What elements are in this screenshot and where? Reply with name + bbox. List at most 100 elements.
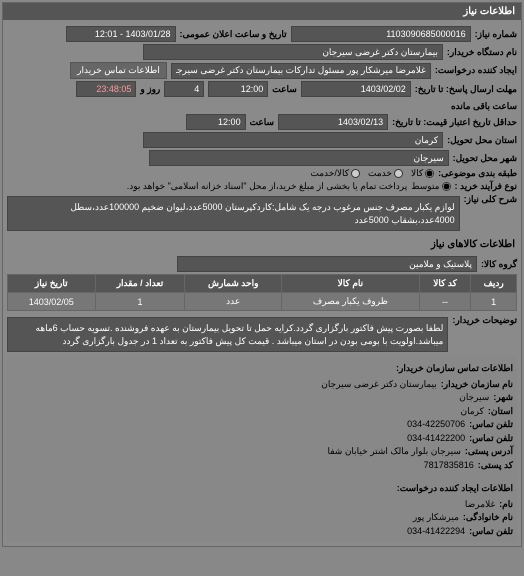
buyer-org-input[interactable] bbox=[143, 44, 443, 60]
desc-text: لوازم یکبار مصرف جنس مرغوب درجه یک شامل:… bbox=[7, 196, 460, 231]
topic-radio-group: کالا خدمت کالا/خدمت bbox=[310, 168, 434, 179]
th-name: نام کالا bbox=[282, 275, 420, 293]
contact-creator-block: اطلاعات ایجاد کننده درخواست: نام:غلامرضا… bbox=[7, 476, 517, 542]
days-left-input[interactable] bbox=[164, 81, 204, 97]
th-qty: تعداد / مقدار bbox=[95, 275, 185, 293]
request-no-input[interactable] bbox=[291, 26, 471, 42]
th-unit: واحد شمارش bbox=[185, 275, 282, 293]
buyer-org-label: نام دستگاه خریدار: bbox=[447, 47, 517, 58]
requester-input[interactable] bbox=[171, 63, 431, 79]
province-label: استان محل تحویل: bbox=[447, 135, 517, 146]
request-no-label: شماره نیاز: bbox=[475, 29, 517, 40]
radio-both[interactable]: کالا/خدمت bbox=[310, 168, 360, 179]
row-delivery-province: استان محل تحویل: bbox=[7, 132, 517, 148]
goods-group-label: گروه کالا: bbox=[481, 259, 517, 270]
contact-label: نام سازمان خریدار: bbox=[441, 378, 513, 392]
goods-table: ردیف کد کالا نام کالا واحد شمارش تعداد /… bbox=[7, 274, 517, 311]
contact-value: 034-41422294 bbox=[407, 525, 465, 539]
panel-body: شماره نیاز: تاریخ و ساعت اعلان عمومی: نا… bbox=[3, 20, 521, 546]
validity-time-label: ساعت bbox=[250, 117, 275, 128]
contact-value: میرشکار پور bbox=[413, 511, 459, 525]
contact-label: نام خانوادگی: bbox=[463, 511, 513, 525]
radio-dot-icon bbox=[351, 169, 360, 178]
row-delivery-city: شهر محل تحویل: bbox=[7, 150, 517, 166]
contact-value: کرمان bbox=[460, 405, 483, 419]
buyer-contact-button[interactable]: اطلاعات تماس خریدار bbox=[70, 62, 167, 79]
panel-title: اطلاعات نیاز bbox=[3, 3, 521, 20]
notes-text: لطفا بصورت پیش فاکتور بارگزاری گردد.کرای… bbox=[7, 317, 448, 352]
td-code: -- bbox=[419, 293, 471, 311]
contact-row: آدرس پستی: سیرجان بلوار مالک اشتر خیابان … bbox=[11, 445, 513, 459]
city-label: شهر محل تحویل: bbox=[453, 153, 517, 164]
contact-value: سیرجان bbox=[459, 391, 489, 405]
row-deadline: مهلت ارسال پاسخ: تا تاریخ: ساعت روز و سا… bbox=[7, 81, 517, 112]
row-buyer-org: نام دستگاه خریدار: bbox=[7, 44, 517, 60]
validity-time-input[interactable] bbox=[186, 114, 246, 130]
time-left-input[interactable] bbox=[76, 81, 136, 97]
announce-input[interactable] bbox=[66, 26, 176, 42]
td-qty: 1 bbox=[95, 293, 185, 311]
td-unit: عدد bbox=[185, 293, 282, 311]
th-row: ردیف bbox=[471, 275, 517, 293]
contact-value: 034-42250706 bbox=[407, 418, 465, 432]
row-goods-group: گروه کالا: bbox=[7, 256, 517, 272]
table-header-row: ردیف کد کالا نام کالا واحد شمارش تعداد /… bbox=[8, 275, 517, 293]
contact-label: تلفن تماس: bbox=[469, 432, 513, 446]
validity-date-input[interactable] bbox=[278, 114, 388, 130]
td-row: 1 bbox=[471, 293, 517, 311]
contact-creator-title: اطلاعات ایجاد کننده درخواست: bbox=[11, 480, 513, 498]
row-topic: طبقه بندی موضوعی: کالا خدمت کالا/خدمت bbox=[7, 168, 517, 179]
radio-dot-icon bbox=[425, 169, 434, 178]
th-date: تاریخ نیاز bbox=[8, 275, 96, 293]
td-date: 1403/02/05 bbox=[8, 293, 96, 311]
contact-value: 7817835816 bbox=[424, 459, 474, 473]
contact-row: نام خانوادگی: میرشکار پور bbox=[11, 511, 513, 525]
announce-label: تاریخ و ساعت اعلان عمومی: bbox=[180, 29, 287, 40]
row-notes: توضیحات خریدار: لطفا بصورت پیش فاکتور با… bbox=[7, 315, 517, 354]
topic-label: طبقه بندی موضوعی: bbox=[438, 168, 517, 179]
goods-group-input[interactable] bbox=[177, 256, 477, 272]
city-input[interactable] bbox=[149, 150, 449, 166]
contact-value: بیمارستان دکتر غرضی سیرجان bbox=[321, 378, 437, 392]
row-requester: ایجاد کننده درخواست: اطلاعات تماس خریدار bbox=[7, 62, 517, 79]
contact-value: سیرجان بلوار مالک اشتر خیابان شفا bbox=[327, 445, 460, 459]
province-input[interactable] bbox=[143, 132, 443, 148]
contact-label: کد پستی: bbox=[478, 459, 513, 473]
table-row[interactable]: 1 -- ظروف یکبار مصرف عدد 1 1403/02/05 bbox=[8, 293, 517, 311]
contact-row: شهر: سیرجان bbox=[11, 391, 513, 405]
deadline-time-label: ساعت bbox=[272, 84, 297, 95]
radio-medium[interactable]: متوسط bbox=[411, 181, 450, 192]
deadline-label: مهلت ارسال پاسخ: تا تاریخ: bbox=[415, 84, 517, 95]
contact-row: نام سازمان خریدار: بیمارستان دکتر غرضی سی… bbox=[11, 378, 513, 392]
notes-label: توضیحات خریدار: bbox=[452, 315, 517, 326]
contact-row: تلفن تماس:034-42250706 bbox=[11, 418, 513, 432]
row-purchase-type: نوع فرآیند خرید : متوسط پرداخت تمام یا ب… bbox=[7, 181, 517, 192]
contact-row: کد پستی: 7817835816 bbox=[11, 459, 513, 473]
radio-kala[interactable]: کالا bbox=[411, 168, 434, 179]
contact-row: استان: کرمان bbox=[11, 405, 513, 419]
contact-row: نام:غلامرضا bbox=[11, 498, 513, 512]
contact-value: غلامرضا bbox=[465, 498, 495, 512]
purchase-type-label: نوع فرآیند خرید : bbox=[455, 181, 518, 192]
deadline-date-input[interactable] bbox=[301, 81, 411, 97]
contact-value: 034-41422200 bbox=[407, 432, 465, 446]
contact-label: تلفن تماس: bbox=[469, 525, 513, 539]
validity-label: حداقل تاریخ اعتبار قیمت: تا تاریخ: bbox=[392, 117, 517, 128]
contact-org-title: اطلاعات تماس سازمان خریدار: bbox=[11, 360, 513, 378]
time-left-label: ساعت باقی مانده bbox=[451, 101, 517, 112]
contact-org-block: اطلاعات تماس سازمان خریدار: نام سازمان خ… bbox=[7, 356, 517, 476]
contact-label: شهر: bbox=[493, 391, 513, 405]
requester-label: ایجاد کننده درخواست: bbox=[435, 65, 517, 76]
contact-label: آدرس پستی: bbox=[465, 445, 513, 459]
contact-row: تلفن تماس: 034-41422294 bbox=[11, 525, 513, 539]
radio-dot-icon bbox=[442, 182, 451, 191]
radio-khedmat[interactable]: خدمت bbox=[368, 168, 403, 179]
th-code: کد کالا bbox=[419, 275, 471, 293]
row-request-no: شماره نیاز: تاریخ و ساعت اعلان عمومی: bbox=[7, 26, 517, 42]
goods-info-label: اطلاعات کالاهای نیاز bbox=[7, 235, 517, 254]
deadline-time-input[interactable] bbox=[208, 81, 268, 97]
contact-label: استان: bbox=[488, 405, 513, 419]
days-label: روز و bbox=[140, 84, 160, 95]
radio-dot-icon bbox=[394, 169, 403, 178]
desc-label: شرح کلی نیاز: bbox=[464, 194, 517, 205]
